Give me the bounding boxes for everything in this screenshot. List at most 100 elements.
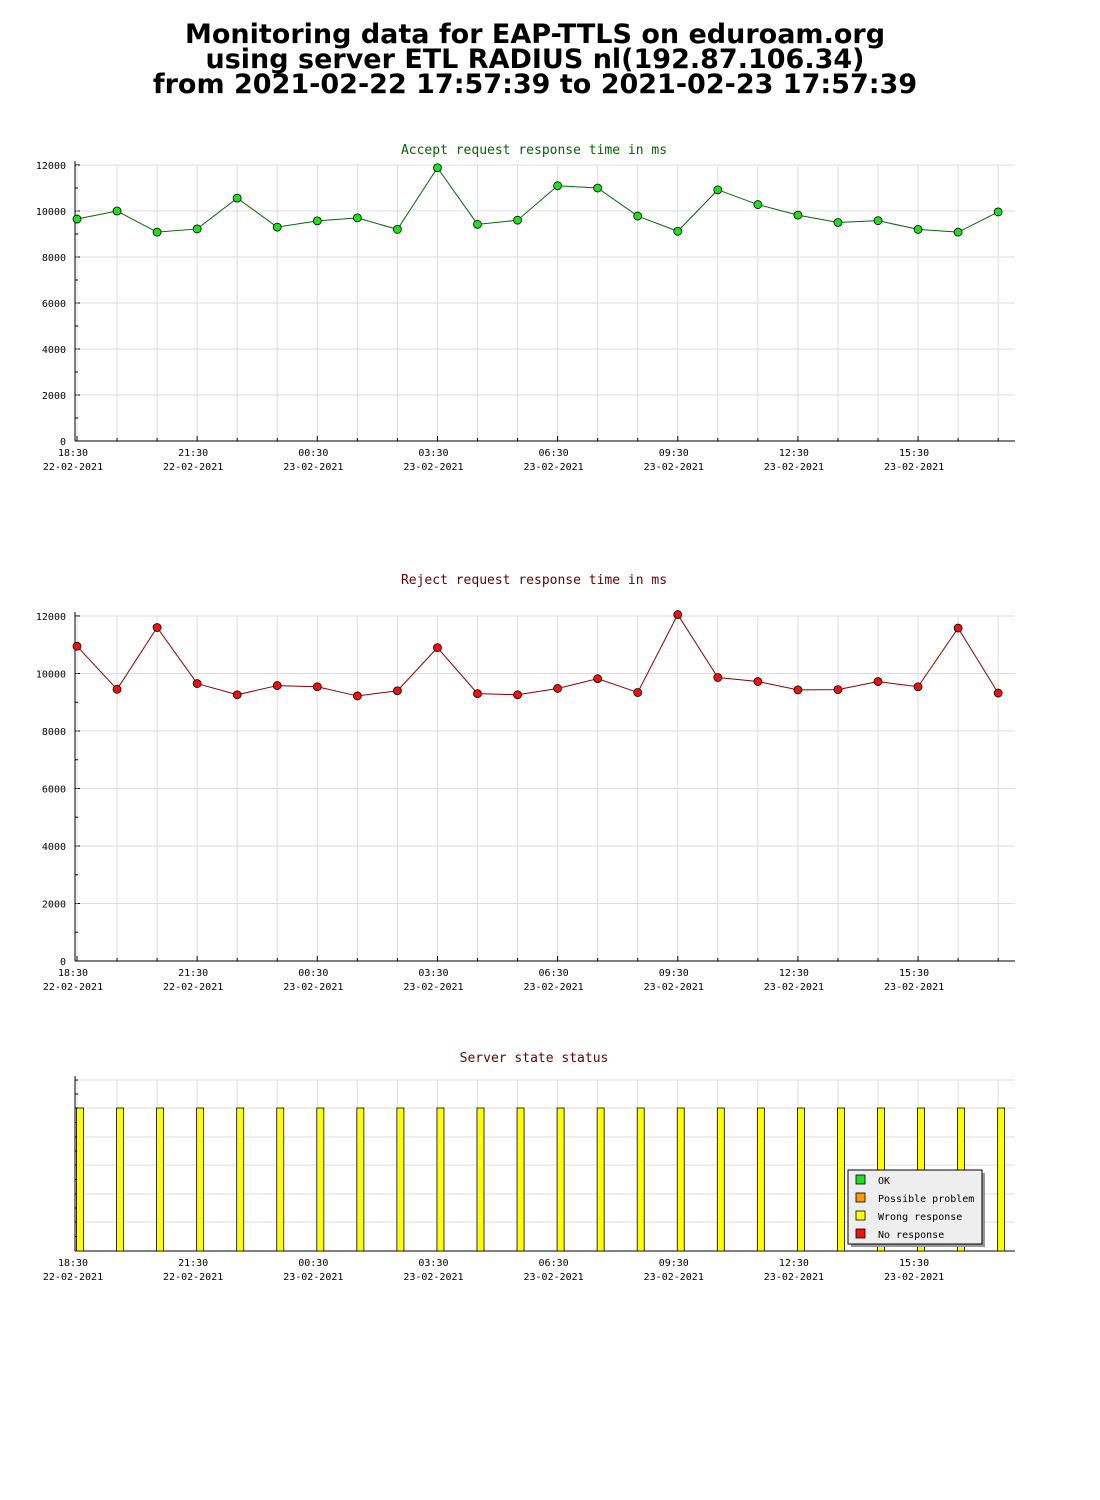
data-point xyxy=(673,610,683,619)
data-point xyxy=(633,688,643,697)
x-tick-label-time: 09:30 xyxy=(659,968,689,979)
status-bar xyxy=(396,1107,405,1252)
x-tick-label-date: 22-02-2021 xyxy=(43,982,103,993)
x-tick-label-time: 21:30 xyxy=(178,1258,208,1269)
data-point xyxy=(513,215,522,225)
y-tick-label: 10000 xyxy=(36,670,66,681)
chart-title: Accept request response time in ms xyxy=(401,143,667,158)
x-tick-label-time: 12:30 xyxy=(779,448,809,459)
data-point xyxy=(232,690,242,700)
data-point xyxy=(553,181,562,191)
data-point xyxy=(793,210,803,220)
data-point xyxy=(392,225,402,234)
x-tick-label-date: 22-02-2021 xyxy=(163,462,223,473)
data-point xyxy=(753,200,763,209)
y-tick-label: 10000 xyxy=(36,207,66,218)
data-point xyxy=(593,674,603,684)
x-tick-label-time: 21:30 xyxy=(178,448,208,459)
x-tick-label-date: 23-02-2021 xyxy=(764,982,824,993)
y-tick-label: 2000 xyxy=(42,391,66,402)
legend-swatch xyxy=(855,1210,866,1221)
x-tick-label-time: 06:30 xyxy=(539,448,569,459)
x-tick-label-time: 18:30 xyxy=(58,448,88,459)
title-line-1: Monitoring data for EAP-TTLS on eduroam.… xyxy=(184,19,886,50)
y-tick-label: 6000 xyxy=(42,785,66,796)
x-tick-label-time: 18:30 xyxy=(58,968,88,979)
legend-label: OK xyxy=(878,1176,890,1187)
status-bar xyxy=(676,1107,685,1252)
status-bar xyxy=(276,1107,285,1252)
server-status-chart: Server state status 18:30 22-02-2021 21:30 2… xyxy=(43,1051,1015,1283)
data-point xyxy=(993,207,1003,217)
x-tick-label-date: 22-02-2021 xyxy=(43,1272,103,1283)
x-tick-label-date: 23-02-2021 xyxy=(644,982,704,993)
x-tick-label-date: 23-02-2021 xyxy=(283,982,343,993)
data-point xyxy=(112,684,122,694)
data-point xyxy=(473,219,482,229)
data-point xyxy=(72,214,82,224)
data-point xyxy=(953,623,963,633)
status-bar xyxy=(997,1107,1006,1252)
data-point xyxy=(753,677,763,686)
page-title: Monitoring data for EAP-TTLS on eduroam.… xyxy=(0,19,1070,100)
x-tick-label-date: 23-02-2021 xyxy=(884,1272,944,1283)
y-tick-label: 6000 xyxy=(42,299,66,310)
data-point xyxy=(112,206,122,216)
x-tick-label-time: 15:30 xyxy=(899,1258,929,1269)
legend-box xyxy=(847,1169,983,1245)
status-bar xyxy=(116,1107,124,1252)
data-point xyxy=(793,685,803,695)
chart-title: Server state status xyxy=(460,1051,609,1066)
y-tick-label: 12000 xyxy=(36,612,66,623)
legend-label: Possible problem xyxy=(878,1194,974,1205)
x-tick-label-date: 23-02-2021 xyxy=(644,1272,704,1283)
x-tick-label-time: 00:30 xyxy=(298,968,328,979)
status-bar xyxy=(436,1107,445,1252)
y-tick-label: 12000 xyxy=(36,161,66,172)
x-tick-label-time: 21:30 xyxy=(178,968,208,979)
x-tick-label-time: 00:30 xyxy=(298,1258,328,1269)
data-point xyxy=(232,193,242,203)
legend-label: No response xyxy=(878,1230,944,1241)
x-tick-label-date: 23-02-2021 xyxy=(403,982,463,993)
legend-swatch xyxy=(855,1192,866,1203)
title-line-3: from 2021-02-22 17:57:39 to 2021-02-23 1… xyxy=(152,69,918,100)
x-tick-label-date: 23-02-2021 xyxy=(884,462,944,473)
x-tick-label-date: 23-02-2021 xyxy=(523,1272,583,1283)
x-tick-label-date: 23-02-2021 xyxy=(764,1272,824,1283)
x-tick-label-time: 12:30 xyxy=(779,968,809,979)
chart-title: Reject request response time in ms xyxy=(401,573,667,588)
data-point xyxy=(713,185,723,195)
status-bar xyxy=(837,1107,845,1252)
title-line-2: using server ETL RADIUS nl(192.87.106.34… xyxy=(205,44,865,75)
x-tick-label-time: 09:30 xyxy=(659,1258,689,1269)
x-tick-label-time: 03:30 xyxy=(418,448,448,459)
x-tick-label-date: 23-02-2021 xyxy=(283,1272,343,1283)
x-tick-label-time: 06:30 xyxy=(539,1258,569,1269)
data-point xyxy=(833,218,843,227)
x-tick-label-date: 22-02-2021 xyxy=(163,1272,223,1283)
data-point xyxy=(312,682,322,692)
data-point xyxy=(913,682,923,692)
y-tick-label: 2000 xyxy=(42,900,66,911)
data-point xyxy=(993,688,1003,698)
data-point xyxy=(272,681,282,690)
reject-response-chart: Reject request response time in ms 0 2000 4… xyxy=(36,573,1015,993)
x-tick-label-date: 23-02-2021 xyxy=(884,982,944,993)
data-point xyxy=(873,677,883,686)
data-point xyxy=(673,226,683,236)
series-line xyxy=(76,166,999,233)
x-tick-label-time: 00:30 xyxy=(298,448,328,459)
x-tick-label-date: 23-02-2021 xyxy=(523,462,583,473)
data-point xyxy=(633,211,643,221)
x-tick-label-date: 23-02-2021 xyxy=(283,462,343,473)
y-tick-label: 0 xyxy=(60,437,66,448)
data-point xyxy=(352,213,362,223)
legend-swatch xyxy=(855,1174,866,1185)
x-tick-label-date: 23-02-2021 xyxy=(764,462,824,473)
data-point xyxy=(192,224,202,234)
status-bar xyxy=(716,1107,725,1252)
data-point xyxy=(873,216,883,226)
data-point xyxy=(833,685,843,694)
data-point xyxy=(72,641,82,651)
